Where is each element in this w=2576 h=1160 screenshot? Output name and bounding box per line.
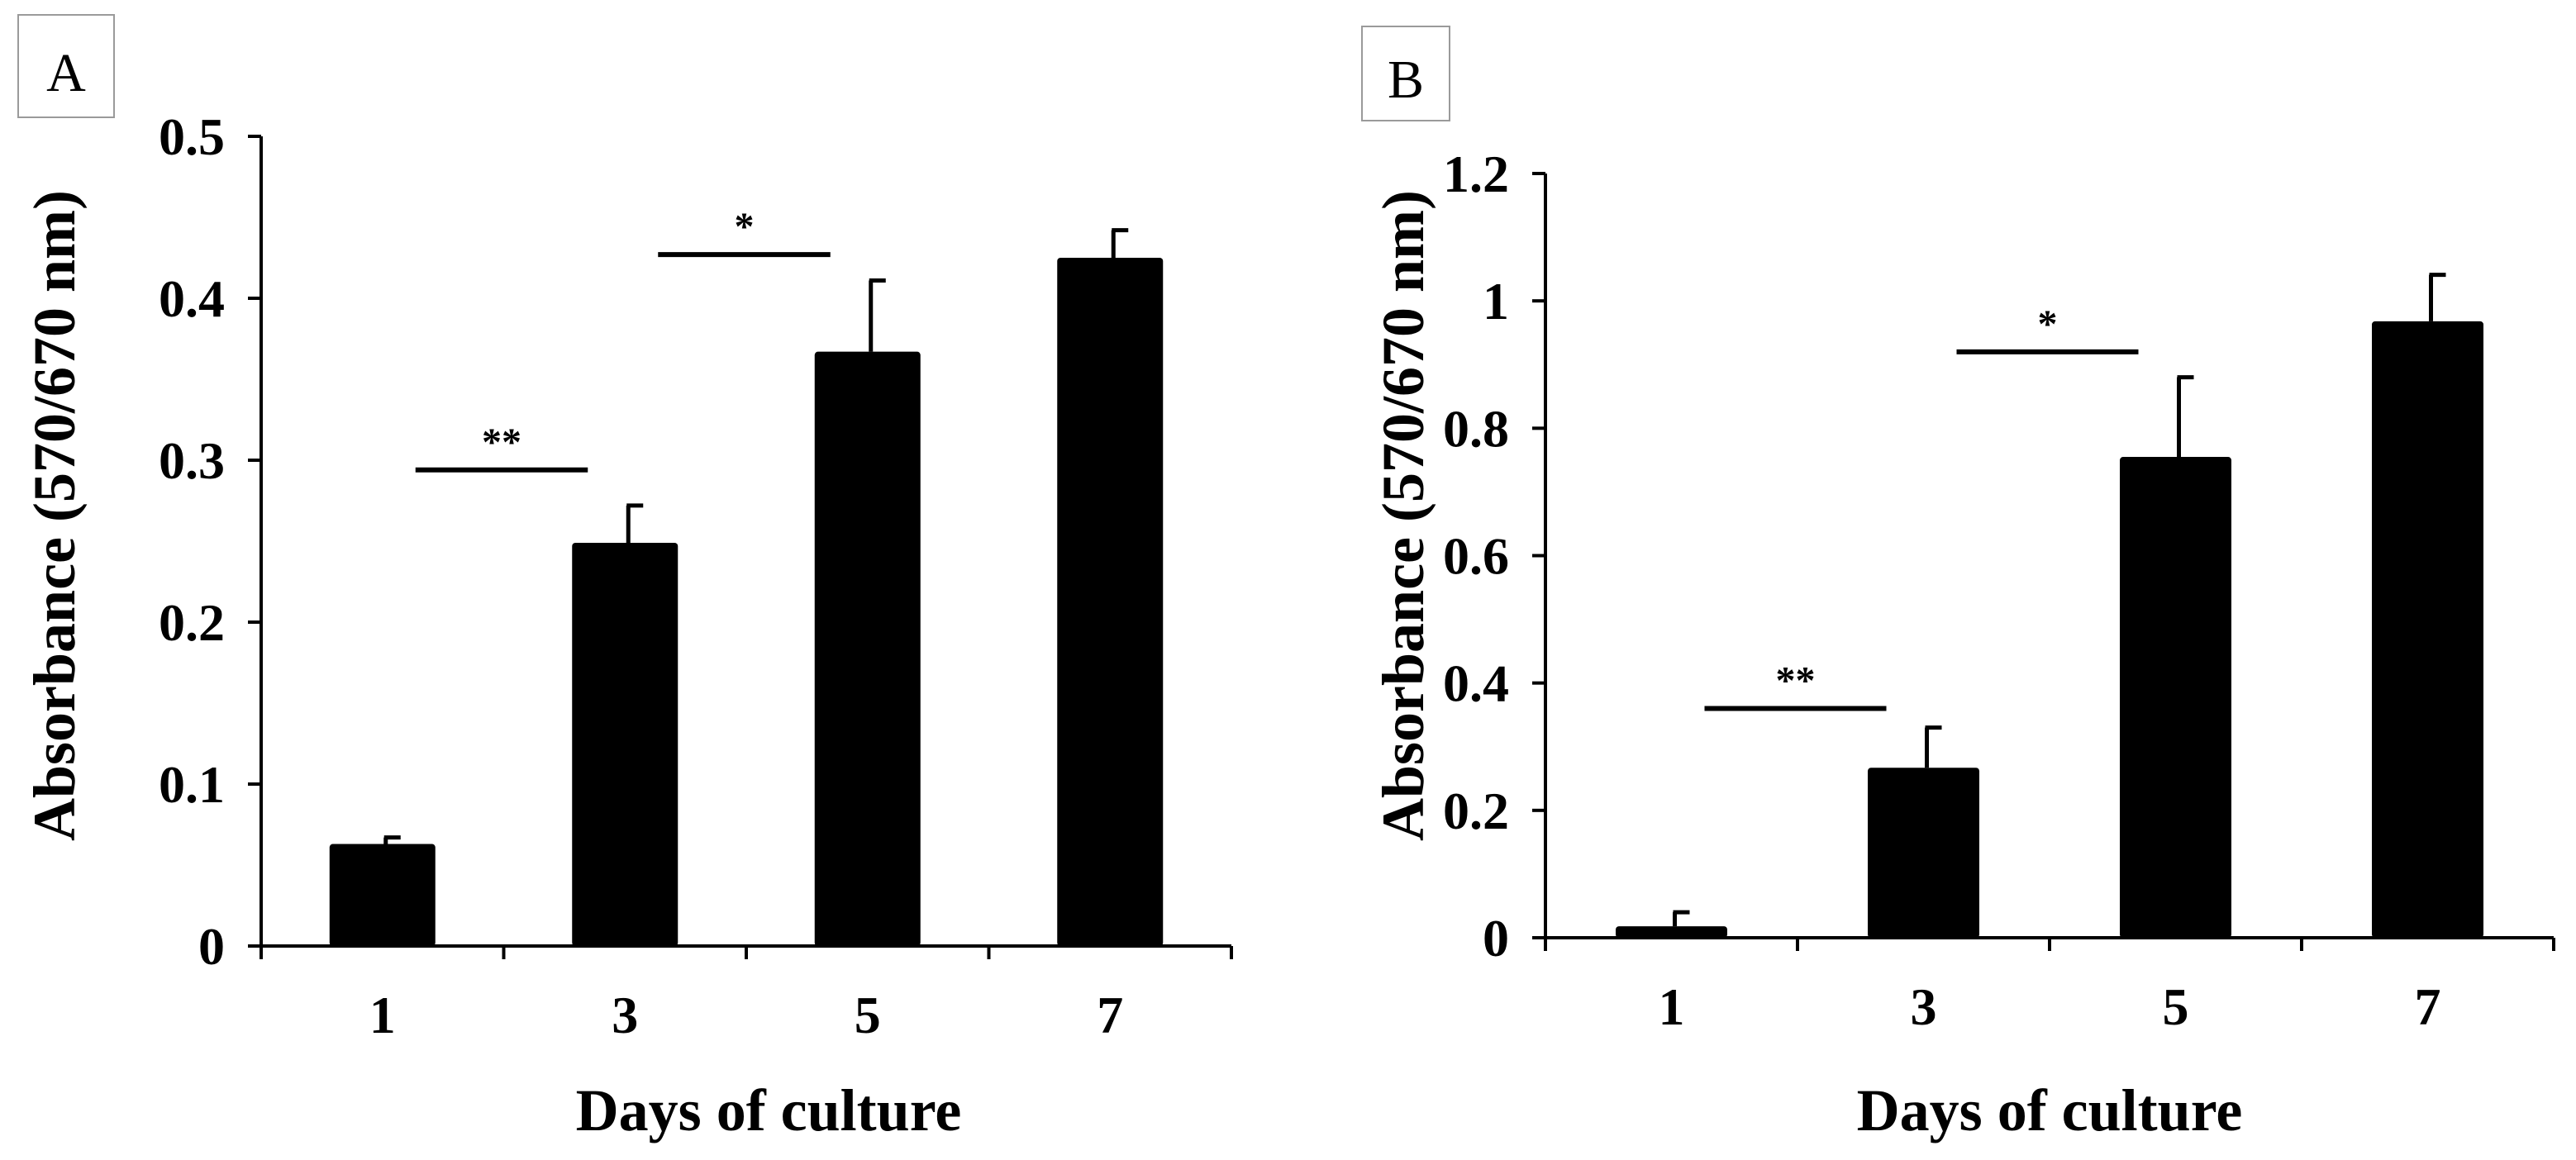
panel-a-xlabel: Days of culture xyxy=(576,1077,962,1143)
panel-b-y-tick-label: 0.2 xyxy=(1443,782,1509,840)
panel-b-letter: B xyxy=(1388,50,1424,110)
panel-a-letter-box xyxy=(17,14,115,118)
panel-b-significance: *** xyxy=(1704,302,2139,711)
panel-b-y-tick-label: 0.6 xyxy=(1443,527,1509,586)
panel-a-y-tick-label: 0.1 xyxy=(159,755,225,814)
panel-b-significance-label: * xyxy=(2038,302,2058,346)
panel-a-axes: 0 0.1 0.2 0.3 0.4 0.5 1 3 5 7 xyxy=(159,107,1233,1044)
panel-b-ylabel: Absorbance (570/670 nm) xyxy=(1370,190,1436,841)
panel-a-bar xyxy=(814,351,921,946)
panel-b-bar xyxy=(2372,321,2483,938)
panel-b-x-tick-label: 1 xyxy=(1659,977,1685,1036)
panel-a-chart: A Absorbance (570/670 nm) Days of cultur… xyxy=(17,14,1233,1143)
panel-b-significance-label: ** xyxy=(1776,659,1816,703)
panel-a-significance-label: * xyxy=(735,205,755,249)
panel-b-bar xyxy=(1868,768,1979,938)
panel-a-x-tick-label: 5 xyxy=(855,986,881,1044)
panel-b-bar xyxy=(2120,457,2231,938)
panel-a-x-tick-label: 7 xyxy=(1097,986,1123,1044)
panel-a-bar xyxy=(329,844,436,946)
panel-a-bar xyxy=(572,542,679,946)
panel-a-y-tick-label: 0.2 xyxy=(159,593,225,652)
panel-b-y-tick-label: 1 xyxy=(1483,272,1509,330)
panel-b-xlabel: Days of culture xyxy=(1857,1077,2243,1143)
panel-b-y-tick-label: 0 xyxy=(1483,909,1509,967)
panel-a-letter: A xyxy=(46,43,86,103)
panel-b-y-tick-label: 1.2 xyxy=(1443,145,1509,203)
panel-a-significance: *** xyxy=(415,205,831,473)
panel-a-x-tick-label: 1 xyxy=(369,986,396,1044)
panel-b-y-tick-label: 0.4 xyxy=(1443,654,1509,713)
panel-a-significance-label: ** xyxy=(482,421,521,464)
panel-a-x-tick-label: 3 xyxy=(612,986,638,1044)
panel-a-y-tick-label: 0.3 xyxy=(159,431,225,490)
panel-b-x-tick-label: 7 xyxy=(2415,977,2441,1036)
panel-a-y-tick-label: 0.4 xyxy=(159,269,225,328)
panel-b-letter-box xyxy=(1361,26,1450,121)
panel-b-y-tick-label: 0.8 xyxy=(1443,399,1509,458)
panel-b-axes: 0 0.2 0.4 0.6 0.8 1 1.2 1 3 5 7 xyxy=(1443,145,2555,1036)
panel-b-chart: B Absorbance (570/670 nm) Days of cultur… xyxy=(1361,26,2555,1143)
panel-a-bars xyxy=(329,228,1164,946)
panel-a-y-tick-label: 0 xyxy=(198,917,225,976)
panel-a-y-tick-label: 0.5 xyxy=(159,107,225,166)
panel-a-bar xyxy=(1057,258,1164,946)
panel-b-bar xyxy=(1616,926,1727,938)
panel-a-ylabel: Absorbance (570/670 nm) xyxy=(21,190,88,841)
panel-b-bars xyxy=(1616,273,2483,938)
panel-b-x-tick-label: 5 xyxy=(2163,977,2189,1036)
panel-b-x-tick-label: 3 xyxy=(1911,977,1937,1036)
